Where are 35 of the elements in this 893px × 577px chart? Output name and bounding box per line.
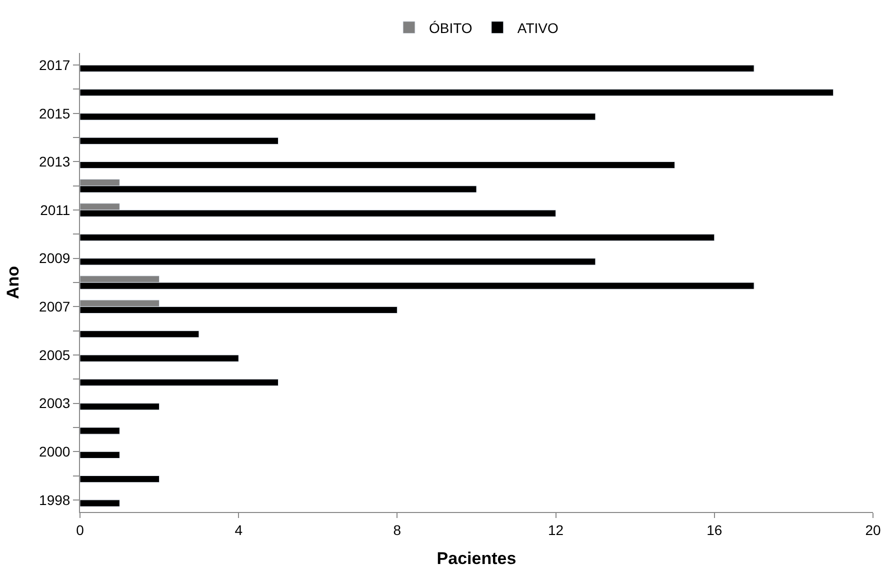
bar — [80, 113, 596, 120]
x-tick-label: 16 — [706, 522, 722, 538]
bar — [80, 378, 278, 386]
bar — [80, 330, 200, 338]
y-tick-label: 2007 — [39, 298, 70, 315]
y-tick-label: 2009 — [39, 250, 70, 266]
bar — [80, 258, 596, 266]
bar — [80, 64, 754, 72]
x-axis-title: Pacientes — [436, 549, 516, 568]
y-axis-title: Ano — [4, 266, 23, 300]
bar — [80, 476, 160, 483]
y-tick-label: 2000 — [39, 444, 70, 460]
bar — [80, 88, 834, 96]
y-tick-label: 2005 — [39, 346, 70, 363]
y-tick-label: 2003 — [39, 395, 70, 412]
x-tick-label: 4 — [234, 522, 243, 538]
bar — [80, 137, 278, 144]
y-tick-label: 2017 — [39, 56, 70, 73]
bar — [80, 234, 715, 242]
bar — [80, 500, 120, 507]
bar — [80, 403, 160, 410]
y-tick-label: 2011 — [40, 202, 70, 218]
bar — [80, 161, 675, 169]
y-tick-label: 1998 — [39, 492, 70, 508]
x-tick-label: 8 — [393, 522, 402, 538]
legend-label: ÓBITO — [429, 20, 472, 36]
bar — [80, 427, 120, 434]
bar — [80, 354, 239, 362]
y-tick-label: 2015 — [39, 105, 70, 122]
x-tick-label: 0 — [76, 522, 84, 538]
x-tick-label: 20 — [865, 522, 881, 538]
legend-label: ATIVO — [517, 20, 558, 36]
bar — [80, 451, 120, 458]
y-tick-label: 2013 — [39, 154, 70, 170]
x-tick-label: 12 — [548, 522, 564, 538]
